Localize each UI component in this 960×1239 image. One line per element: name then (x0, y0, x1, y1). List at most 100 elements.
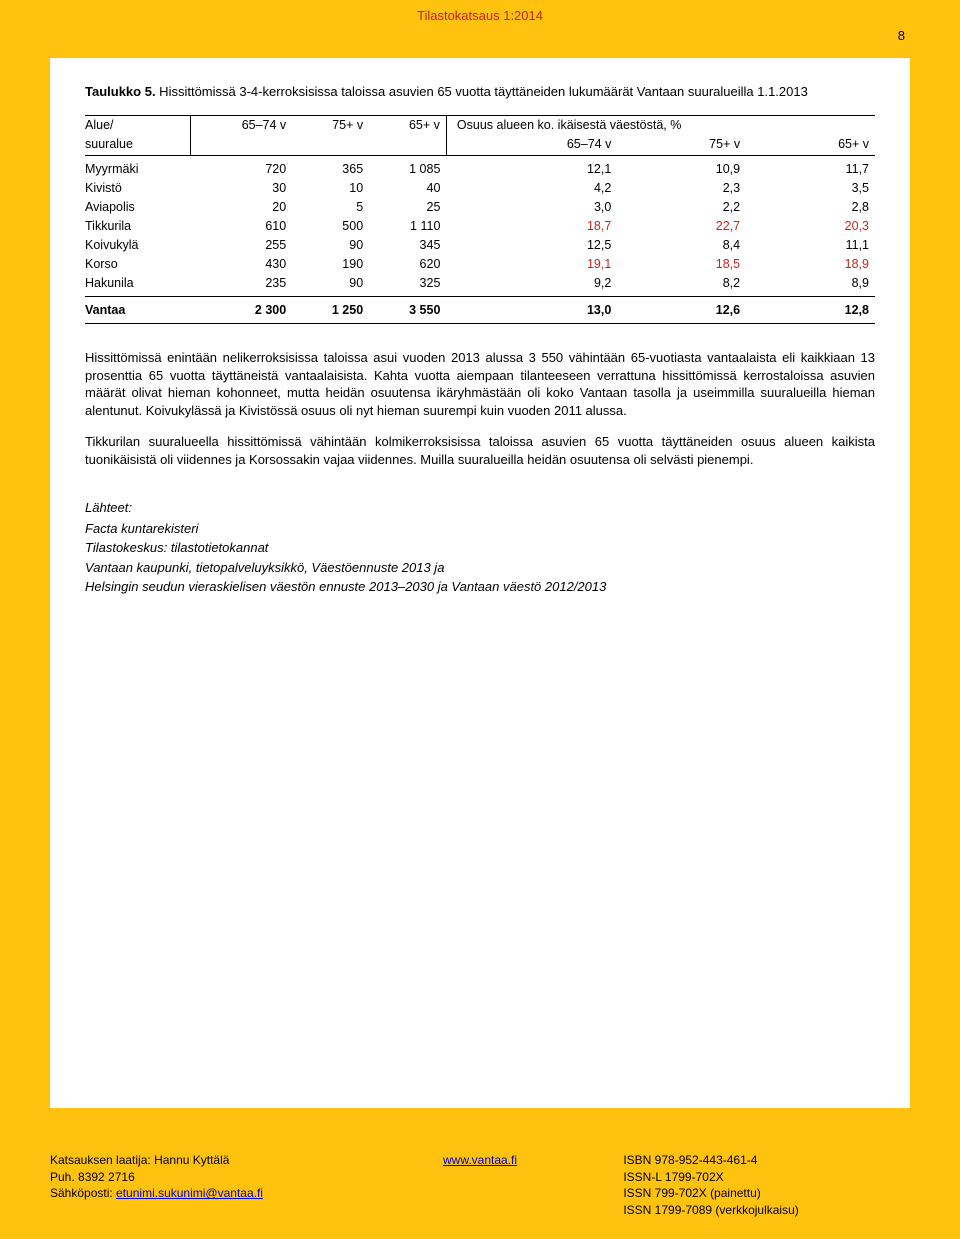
table-row: Myyrmäki7203651 08512,110,911,7 (85, 156, 875, 179)
sources-block: Lähteet: Facta kuntarekisteri Tilastokes… (85, 498, 875, 597)
table-row: Koivukylä2559034512,58,411,1 (85, 236, 875, 255)
th-c2: 75+ v (292, 115, 369, 135)
table-cell: 365 (292, 156, 369, 179)
table-cell: 8,4 (617, 236, 746, 255)
table-cell: 11,7 (746, 156, 875, 179)
table-cell: 18,5 (617, 255, 746, 274)
table-cell: Aviapolis (85, 198, 191, 217)
footer-mid: www.vantaa.fi (337, 1152, 624, 1219)
table-cell: 90 (292, 274, 369, 297)
table-cell: 2,3 (617, 179, 746, 198)
table-cell: 30 (191, 179, 292, 198)
th-blank3 (369, 135, 446, 156)
table-cell: 190 (292, 255, 369, 274)
table-cell: 4,2 (446, 179, 617, 198)
paragraph-2: Tikkurilan suuralueella hissittömissä vä… (85, 433, 875, 468)
table-cell: 25 (369, 198, 446, 217)
th-r1: 65–74 v (446, 135, 617, 156)
table-cell: 720 (191, 156, 292, 179)
footer-issnl: ISSN-L 1799-702X (623, 1169, 910, 1186)
table-cell: 2,8 (746, 198, 875, 217)
page: Tilastokatsaus 1:2014 8 Taulukko 5. Hiss… (0, 0, 960, 1239)
total-name: Vantaa (85, 297, 191, 324)
source-line-4: Helsingin seudun vieraskielisen väestön … (85, 577, 875, 597)
th-c3: 65+ v (369, 115, 446, 135)
source-line-1: Facta kuntarekisteri (85, 519, 875, 539)
total-e: 12,6 (617, 297, 746, 324)
table-cell: 2,2 (617, 198, 746, 217)
table-cell: Tikkurila (85, 217, 191, 236)
th-r3: 65+ v (746, 135, 875, 156)
source-line-2: Tilastokeskus: tilastotietokannat (85, 538, 875, 558)
table-cell: 12,5 (446, 236, 617, 255)
th-blank2 (292, 135, 369, 156)
table-cell: 18,7 (446, 217, 617, 236)
table-cell: 90 (292, 236, 369, 255)
footer-email-line: Sähköposti: etunimi.sukunimi@vantaa.fi (50, 1185, 337, 1202)
table-cell: 1 085 (369, 156, 446, 179)
header-title: Tilastokatsaus 1:2014 (50, 0, 910, 23)
table-cell: Myyrmäki (85, 156, 191, 179)
total-f: 12,8 (746, 297, 875, 324)
footer-left: Katsauksen laatija: Hannu Kyttälä Puh. 8… (50, 1152, 337, 1219)
table-cell: 235 (191, 274, 292, 297)
footer-email-label: Sähköposti: (50, 1186, 116, 1200)
table-cell: 430 (191, 255, 292, 274)
footer-isbn: ISBN 978-952-443-461-4 (623, 1152, 910, 1169)
table-cell: 9,2 (446, 274, 617, 297)
table-cell: 12,1 (446, 156, 617, 179)
table-cell: 10 (292, 179, 369, 198)
footer-phone: Puh. 8392 2716 (50, 1169, 337, 1186)
table-cell: Hakunila (85, 274, 191, 297)
table-cell: 11,1 (746, 236, 875, 255)
caption-rest: Hissittömissä 3-4-kerroksisissa taloissa… (156, 84, 808, 99)
table-cell: 20,3 (746, 217, 875, 236)
table-row: Aviapolis205253,02,22,8 (85, 198, 875, 217)
table-cell: 3,0 (446, 198, 617, 217)
total-a: 2 300 (191, 297, 292, 324)
table-total-row: Vantaa 2 300 1 250 3 550 13,0 12,6 12,8 (85, 297, 875, 324)
table-cell: 18,9 (746, 255, 875, 274)
total-d: 13,0 (446, 297, 617, 324)
table-row: Korso43019062019,118,518,9 (85, 255, 875, 274)
table-cell: 10,9 (617, 156, 746, 179)
table-cell: 3,5 (746, 179, 875, 198)
table-cell: 345 (369, 236, 446, 255)
th-c1: 65–74 v (191, 115, 292, 135)
table-caption: Taulukko 5. Hissittömissä 3-4-kerroksisi… (85, 83, 875, 101)
table-row: Hakunila235903259,28,28,9 (85, 274, 875, 297)
table-cell: 5 (292, 198, 369, 217)
footer-email-link[interactable]: etunimi.sukunimi@vantaa.fi (116, 1186, 263, 1200)
table-row: Tikkurila6105001 11018,722,720,3 (85, 217, 875, 236)
table-cell: 40 (369, 179, 446, 198)
table-cell: 500 (292, 217, 369, 236)
footer-website-link[interactable]: www.vantaa.fi (443, 1153, 517, 1167)
th-blank1 (191, 135, 292, 156)
table-cell: 20 (191, 198, 292, 217)
th-r2: 75+ v (617, 135, 746, 156)
table-cell: 19,1 (446, 255, 617, 274)
footer: Katsauksen laatija: Hannu Kyttälä Puh. 8… (50, 1152, 910, 1219)
table-cell: Koivukylä (85, 236, 191, 255)
table-cell: 8,2 (617, 274, 746, 297)
source-line-3: Vantaan kaupunki, tietopalveluyksikkö, V… (85, 558, 875, 578)
table-cell: 1 110 (369, 217, 446, 236)
table-cell: Korso (85, 255, 191, 274)
table-body: Myyrmäki7203651 08512,110,911,7Kivistö30… (85, 156, 875, 297)
table-cell: 325 (369, 274, 446, 297)
table-cell: Kivistö (85, 179, 191, 198)
table-cell: 255 (191, 236, 292, 255)
table-cell: 610 (191, 217, 292, 236)
sources-header: Lähteet: (85, 498, 875, 518)
caption-bold: Taulukko 5. (85, 84, 156, 99)
footer-right: ISBN 978-952-443-461-4 ISSN-L 1799-702X … (623, 1152, 910, 1219)
th-area-a: Alue/ (85, 115, 191, 135)
table-cell: 620 (369, 255, 446, 274)
page-number: 8 (898, 28, 905, 43)
paragraph-1: Hissittömissä enintään nelikerroksisissa… (85, 349, 875, 419)
th-right-top: Osuus alueen ko. ikäisestä väestöstä, % (446, 115, 875, 135)
total-b: 1 250 (292, 297, 369, 324)
th-area-b: suuralue (85, 135, 191, 156)
footer-issn-print: ISSN 799-702X (painettu) (623, 1185, 910, 1202)
content-box: Taulukko 5. Hissittömissä 3-4-kerroksisi… (50, 58, 910, 1108)
